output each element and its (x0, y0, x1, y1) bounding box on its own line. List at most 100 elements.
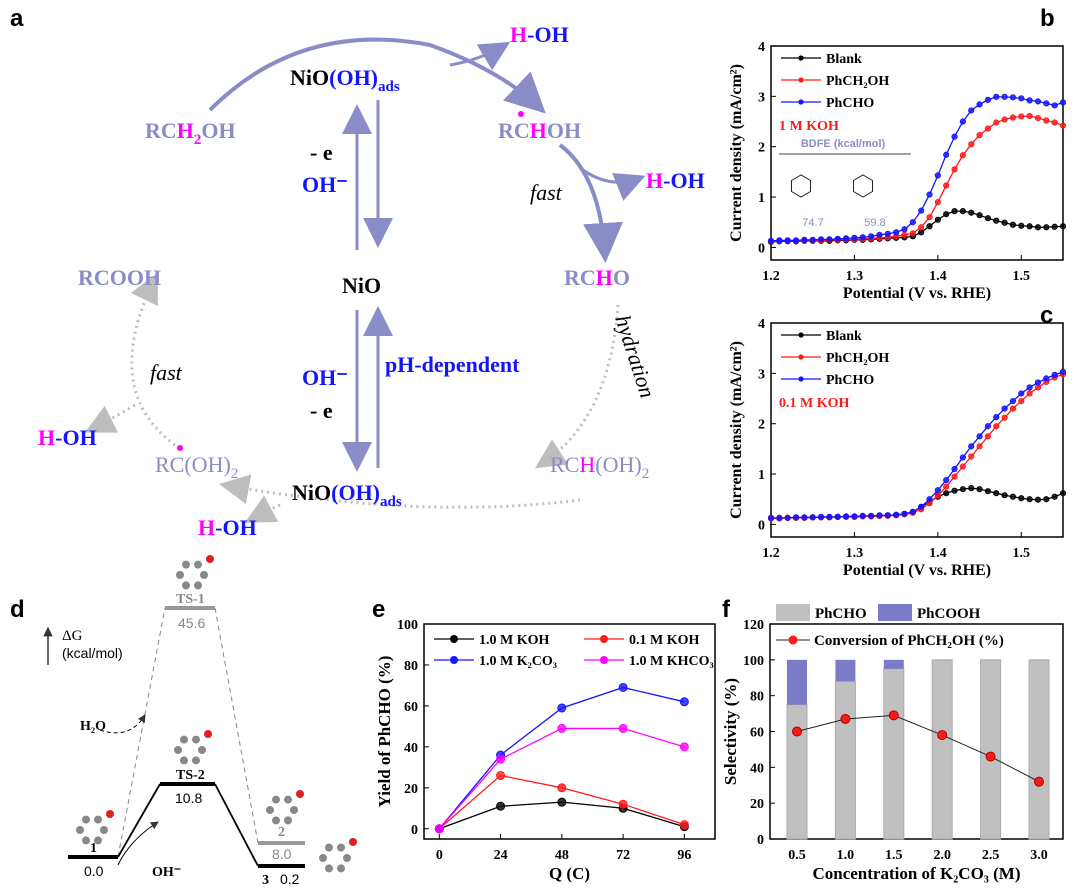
level-3-value: 0.2 (280, 871, 300, 887)
level-1-value: 0.0 (84, 863, 104, 879)
legend-label: PhCOOH (917, 606, 981, 622)
carbon-atom-icon (194, 581, 202, 590)
data-point (776, 514, 783, 521)
data-point (951, 487, 958, 494)
x-tick-label: 1.3 (846, 546, 864, 561)
carbon-atom-icon (94, 815, 102, 824)
data-point (1009, 405, 1017, 412)
y-tick-label: 4 (758, 40, 765, 55)
data-point (984, 423, 992, 430)
y-tick-label: 0 (757, 833, 764, 848)
data-point (976, 433, 983, 440)
data-point (1009, 221, 1017, 228)
data-point (557, 723, 567, 733)
carbon-atom-icon (82, 815, 90, 824)
nio-oh-ads-top: NiO(OH)ads (290, 65, 400, 95)
y-tick-label: 2 (758, 418, 765, 433)
legend-marker (450, 656, 458, 664)
delta-g-label: ΔG (62, 628, 83, 644)
legend-label: Conversion of PhCH₂OH (%) (814, 633, 1004, 649)
y-tick-label: 40 (750, 761, 764, 776)
oh-label: OH⁻ (152, 865, 181, 880)
chart-b: 0 1 2 3 4 1.2 1.3 1.4 1.5 Potential (V vs. RHE) Cu… (728, 40, 1067, 302)
arrow-alcohol-to-radical (208, 37, 546, 114)
hydration-label: hydration (610, 312, 660, 401)
data-point (943, 490, 950, 497)
carbon-atom-icon (325, 864, 333, 873)
data-point (679, 820, 689, 830)
data-point (784, 514, 791, 521)
data-point (817, 236, 825, 243)
radical-dot-icon (177, 445, 183, 451)
data-point (679, 697, 689, 707)
legend-label: PhCH₂OH (826, 74, 889, 89)
data-point (1051, 119, 1058, 126)
data-point (1059, 122, 1067, 129)
arrow-radical-to-aldehyde (558, 143, 623, 263)
legend-label: 1.0 M KOH (479, 633, 549, 648)
x-tick-label: 3.0 (1030, 848, 1048, 863)
condition-label: 1 M KOH (779, 119, 839, 134)
benzene-ring-icon (790, 174, 812, 198)
data-point (876, 231, 883, 238)
carbon-atom-icon (182, 581, 190, 590)
ph-dependent-label: pH-dependent (385, 352, 520, 377)
data-point (868, 233, 875, 240)
molecule-models (76, 555, 357, 873)
conversion-point (840, 713, 851, 724)
conversion-line (796, 714, 1040, 783)
data-point (959, 118, 966, 125)
h-oh-label-4: H-OH (38, 425, 97, 450)
acid-label: RCOOH (78, 265, 161, 290)
level-2-name: 2 (278, 825, 285, 840)
h-oh-label-2: H-OH (646, 168, 705, 193)
carbon-atom-icon (192, 756, 200, 765)
data-point (859, 234, 866, 241)
data-point (557, 797, 567, 807)
data-point (1043, 496, 1050, 503)
data-point (1001, 405, 1008, 412)
legend-marker (798, 332, 804, 338)
data-point (951, 133, 958, 140)
data-point (926, 223, 933, 230)
aldehyde-label: RCHO (564, 265, 630, 290)
data-point (1059, 223, 1067, 230)
data-point (1051, 102, 1058, 109)
bar-phcooh (883, 659, 904, 669)
data-point (968, 141, 975, 148)
data-point (984, 215, 992, 222)
data-point (993, 414, 1000, 421)
legend-label: Blank (826, 329, 862, 344)
data-point (1001, 414, 1008, 421)
data-point (1018, 113, 1025, 120)
arrow-hydration (534, 304, 620, 469)
data-point (951, 465, 958, 473)
data-point (767, 514, 775, 521)
data-point (679, 742, 689, 752)
data-point (984, 433, 992, 440)
y-tick-label: 80 (404, 659, 418, 674)
data-point (984, 125, 992, 132)
oxygen-atom-icon (206, 555, 214, 563)
level-ts2-name: TS-2 (176, 768, 205, 783)
x-tick-label: 1.4 (929, 269, 947, 284)
data-point (1009, 493, 1017, 500)
data-point (1001, 219, 1008, 226)
y-tick-label: 40 (404, 741, 418, 756)
data-point (826, 236, 833, 243)
benzyl-alcohol-label: RCH2OH (145, 118, 236, 148)
data-point (784, 237, 791, 244)
data-point (951, 166, 958, 173)
data-point (1009, 114, 1017, 121)
legend-label: 0.1 M KOH (629, 633, 699, 648)
data-point (976, 212, 983, 219)
reaction-scheme: RCH2OH NiO(OH)ads H-OH RCHOH - e OH⁻ fas… (38, 22, 705, 540)
level-ts1-name: TS-1 (176, 592, 205, 607)
data-point (792, 237, 800, 244)
legend-marker (600, 656, 608, 664)
data-point (1051, 223, 1058, 230)
nio-oh-ads-bottom: NiO(OH)ads (292, 480, 402, 510)
x-tick-label: 1.5 (1013, 546, 1031, 561)
